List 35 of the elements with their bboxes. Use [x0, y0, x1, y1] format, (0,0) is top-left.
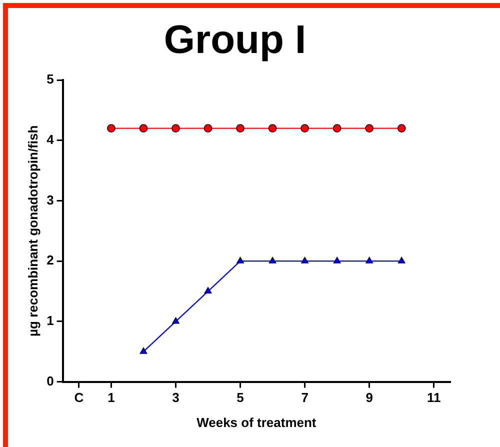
- point: [268, 256, 276, 264]
- x-tick-label: 1: [108, 390, 115, 406]
- y-tick-label: 0: [46, 373, 54, 388]
- point: [172, 317, 180, 324]
- y-tick-label: 1: [46, 313, 54, 328]
- y-tick-label: 4: [46, 132, 55, 147]
- point: [204, 287, 212, 294]
- point: [236, 256, 244, 264]
- x-tick-label: 5: [236, 390, 244, 406]
- point: [398, 256, 406, 264]
- point: [139, 124, 148, 132]
- point: [107, 124, 116, 132]
- point: [301, 256, 308, 264]
- y-tick-label: 2: [46, 252, 54, 268]
- point: [236, 124, 244, 132]
- point: [172, 124, 180, 132]
- point: [366, 256, 374, 264]
- x-axis-title: Weeks of treatment: [196, 414, 317, 430]
- x-tick-label: 11: [426, 390, 441, 406]
- y-tick-label: 3: [46, 192, 54, 208]
- y-tick-label: 5: [46, 72, 54, 87]
- point: [365, 124, 374, 132]
- point: [333, 256, 341, 264]
- point: [140, 347, 148, 354]
- x-tick-label: 7: [301, 390, 308, 406]
- x-tick-label: C: [74, 390, 84, 406]
- point: [268, 124, 277, 132]
- chart-title: Group I: [164, 18, 306, 62]
- x-tick-label: 9: [366, 390, 373, 406]
- point: [397, 124, 406, 132]
- x-tick-label: 3: [172, 390, 180, 406]
- point: [204, 124, 212, 132]
- point: [332, 124, 342, 132]
- point: [300, 124, 310, 132]
- y-axis-title: µg recombinant gonadotropin/fish: [25, 125, 40, 336]
